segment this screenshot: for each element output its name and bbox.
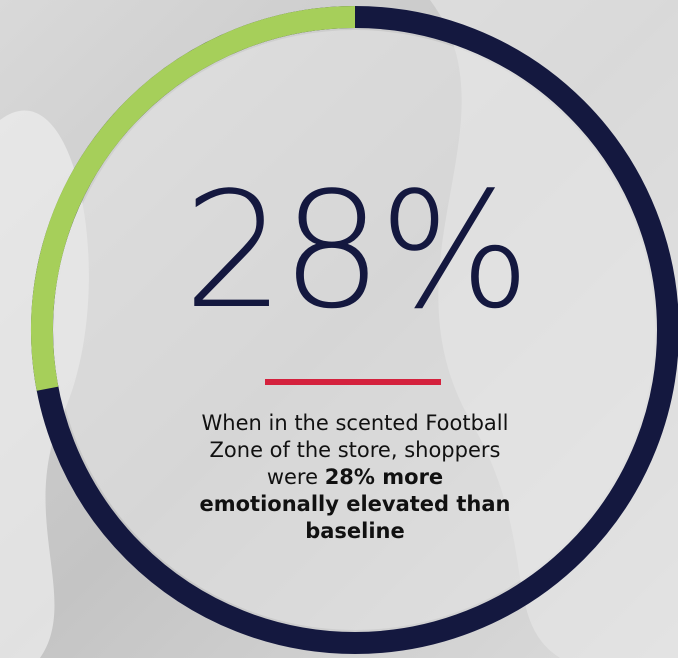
big-value: 28%	[183, 157, 527, 344]
ring-arc	[31, 6, 356, 391]
caption-emphasis: 28% more emotionally elevated than basel…	[199, 465, 511, 543]
inner-disc	[55, 30, 655, 630]
caption-text: When in the scented Football Zone of the…	[201, 411, 509, 489]
accent-line	[265, 379, 441, 385]
caption: When in the scented Football Zone of the…	[195, 410, 515, 545]
